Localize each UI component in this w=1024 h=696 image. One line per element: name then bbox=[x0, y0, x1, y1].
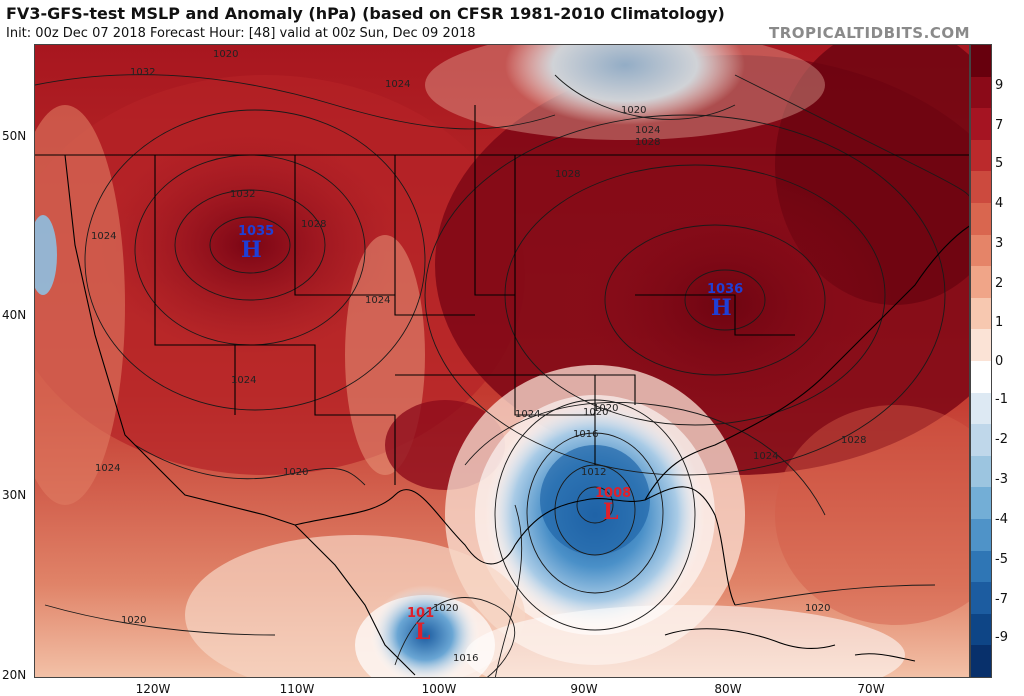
isobar-label: 1020 bbox=[805, 603, 830, 614]
colorbar-segment bbox=[971, 234, 991, 267]
lon-label-90w: 90W bbox=[570, 682, 598, 696]
isobar-label: 1020 bbox=[593, 403, 618, 414]
lat-label-20n: 20N bbox=[2, 668, 27, 682]
colorbar-segment bbox=[971, 392, 991, 425]
colorbar-segment bbox=[971, 550, 991, 583]
isobar-label: 1024 bbox=[231, 375, 256, 386]
map-title: FV3-GFS-test MSLP and Anomaly (hPa) (bas… bbox=[6, 4, 725, 23]
colorbar-segment bbox=[971, 518, 991, 551]
anomaly-map: 1035 H 1036 H 1008 L 101 L 1020 1024 102… bbox=[35, 45, 969, 677]
lat-label-50n: 50N bbox=[2, 129, 27, 143]
colorbar-segment bbox=[971, 139, 991, 172]
colorbar-segment bbox=[971, 108, 991, 140]
isobar-label: 1024 bbox=[365, 295, 390, 306]
low-anomaly-mexico bbox=[370, 585, 480, 677]
isobar-label: 1016 bbox=[573, 429, 598, 440]
low-gulf-value: 1008 bbox=[595, 486, 631, 501]
isobar-label: 1020 bbox=[213, 49, 238, 60]
isobar-label: 1020 bbox=[621, 105, 646, 116]
colorbar-label: -3 bbox=[995, 472, 1008, 487]
cuba-coastline bbox=[664, 628, 836, 650]
lon-label-80w: 80W bbox=[714, 682, 742, 696]
isobar-labels: 1020 1024 1028 1032 1024 1028 1032 1024 … bbox=[91, 49, 866, 664]
high-east-letter: H bbox=[711, 295, 732, 321]
isobar-label: 1028 bbox=[841, 435, 866, 446]
hispaniola-coastline bbox=[854, 653, 916, 662]
low-gulf-letter: L bbox=[603, 499, 618, 525]
isobar-label: 1028 bbox=[635, 137, 660, 148]
colorbar-segment bbox=[971, 171, 991, 203]
high-west-letter: H bbox=[241, 237, 262, 263]
colorbar-segment bbox=[971, 487, 991, 519]
colorbar-segment bbox=[971, 613, 991, 646]
colorbar-segment bbox=[971, 76, 991, 109]
colorbar-label: 5 bbox=[995, 156, 1004, 171]
colorbar-segment bbox=[971, 329, 991, 361]
isobar-label: 1032 bbox=[130, 67, 155, 78]
colorbar-label: -2 bbox=[995, 432, 1008, 447]
isobar-label: 1020 bbox=[121, 615, 146, 626]
isobar-label: 1024 bbox=[635, 125, 660, 136]
colorbar-segment bbox=[971, 266, 991, 298]
isobar-label: 1016 bbox=[453, 653, 478, 664]
lon-label-100w: 100W bbox=[421, 682, 457, 696]
high-anomaly-west bbox=[100, 135, 400, 355]
lon-label-120w: 120W bbox=[135, 682, 171, 696]
isobar-label: 1028 bbox=[555, 169, 580, 180]
lon-label-70w: 70W bbox=[857, 682, 885, 696]
colorbar-label: 3 bbox=[995, 236, 1004, 251]
colorbar-segment bbox=[971, 455, 991, 488]
low-anomaly-canada bbox=[505, 45, 745, 125]
isobar-label: 1024 bbox=[91, 231, 116, 242]
high-anomaly-east bbox=[555, 175, 895, 435]
brand-watermark: TROPICALTIDBITS.COM bbox=[769, 24, 970, 42]
isobar-label: 1032 bbox=[230, 189, 255, 200]
colorbar bbox=[970, 44, 992, 678]
colorbar-label: 7 bbox=[995, 118, 1004, 133]
colorbar-label: -9 bbox=[995, 630, 1008, 645]
isobar-label: 1020 bbox=[283, 467, 308, 478]
colorbar-label: 0 bbox=[995, 354, 1004, 369]
colorbar-label: 9 bbox=[995, 78, 1004, 93]
colorbar-label: 4 bbox=[995, 196, 1004, 211]
colorbar-segment bbox=[971, 297, 991, 330]
lon-label-110w: 110W bbox=[279, 682, 315, 696]
colorbar-label: 2 bbox=[995, 276, 1004, 291]
low-mexico-letter: L bbox=[415, 619, 430, 645]
colorbar-label: -7 bbox=[995, 592, 1008, 607]
colorbar-segment bbox=[971, 645, 991, 677]
isobar-label: 1012 bbox=[581, 467, 606, 478]
isobar-label: 1020 bbox=[433, 603, 458, 614]
borders bbox=[35, 105, 969, 676]
isobar-label: 1028 bbox=[301, 219, 326, 230]
colorbar-label: 1 bbox=[995, 315, 1004, 330]
high-east-value: 1036 bbox=[707, 282, 743, 297]
map-panel: 1035 H 1036 H 1008 L 101 L 1020 1024 102… bbox=[34, 44, 970, 678]
colorbar-label: -4 bbox=[995, 512, 1008, 527]
low-mexico-value: 101 bbox=[407, 606, 434, 621]
map-subtitle: Init: 00z Dec 07 2018 Forecast Hour: [48… bbox=[6, 26, 476, 41]
colorbar-segment bbox=[971, 202, 991, 235]
isobar-label: 1020 bbox=[583, 407, 608, 418]
colorbar-label: -5 bbox=[995, 552, 1008, 567]
colorbar-segment bbox=[971, 582, 991, 614]
colorbar-segment bbox=[971, 45, 991, 77]
colorbar-label: -1 bbox=[995, 392, 1008, 407]
isobar-label: 1024 bbox=[753, 451, 778, 462]
colorbar-segment bbox=[971, 424, 991, 456]
high-west-value: 1035 bbox=[238, 224, 274, 239]
colorbar-segment bbox=[971, 360, 991, 393]
lat-label-40n: 40N bbox=[2, 308, 27, 322]
isobar-label: 1024 bbox=[515, 409, 540, 420]
isobar-label: 1024 bbox=[385, 79, 410, 90]
isobar-label: 1024 bbox=[95, 463, 120, 474]
lat-label-30n: 30N bbox=[2, 488, 27, 502]
